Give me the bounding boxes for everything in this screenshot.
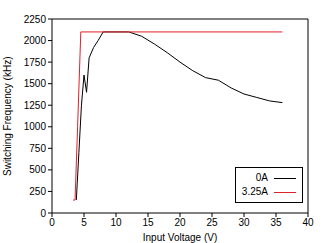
svg-text:10: 10	[110, 217, 122, 228]
svg-text:5: 5	[81, 217, 87, 228]
svg-text:20: 20	[174, 217, 186, 228]
svg-text:40: 40	[302, 217, 314, 228]
svg-text:15: 15	[142, 217, 154, 228]
svg-text:1000: 1000	[24, 121, 47, 132]
svg-text:750: 750	[29, 143, 46, 154]
svg-text:0: 0	[49, 217, 55, 228]
svg-text:30: 30	[238, 217, 250, 228]
svg-text:0: 0	[40, 208, 46, 219]
svg-text:1500: 1500	[24, 78, 47, 89]
svg-text:1750: 1750	[24, 57, 47, 68]
html-text:0A: 0A	[255, 172, 268, 183]
svg-text:Input Voltage (V): Input Voltage (V)	[143, 232, 218, 243]
svg-text:1250: 1250	[24, 100, 47, 111]
svg-text:2250: 2250	[24, 14, 47, 25]
svg-text:25: 25	[206, 217, 218, 228]
svg-text:2000: 2000	[24, 35, 47, 46]
svg-text:250: 250	[29, 186, 46, 197]
svg-text:500: 500	[29, 164, 46, 175]
svg-text:Switching Frequency (kHz): Switching Frequency (kHz)	[8, 57, 13, 176]
svg-text:35: 35	[270, 217, 282, 228]
html-text:3.25A: 3.25A	[241, 186, 268, 197]
